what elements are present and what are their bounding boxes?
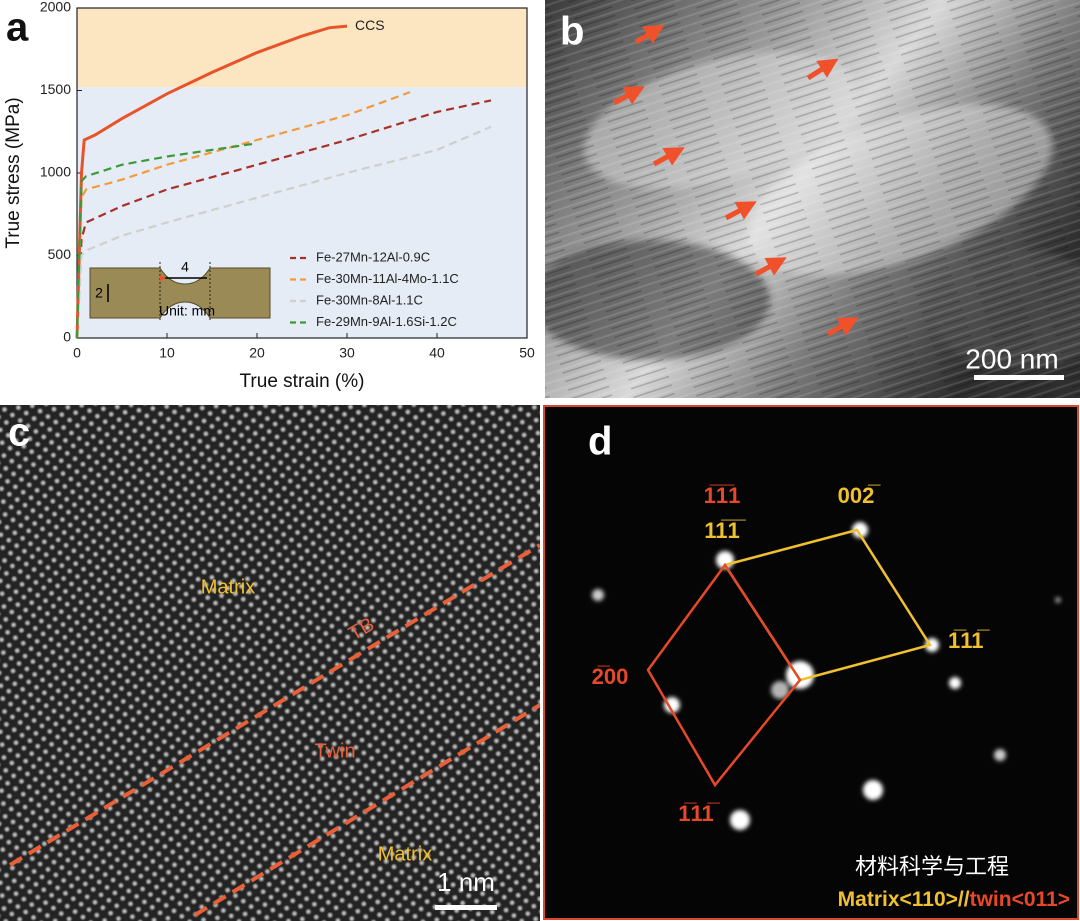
panel-label: a (6, 6, 29, 50)
x-tick-label: 0 (73, 345, 81, 361)
legend-label: Fe-30Mn-8Al-1.1C (316, 292, 423, 307)
scale-bar-label: 200 nm (965, 343, 1058, 374)
matrix-orientation: Matrix<110>// (838, 888, 970, 911)
spot-label: 1̅11̅ (948, 628, 990, 653)
series-end-label: CCS (355, 17, 385, 33)
spot-label: 1̅11̅ (678, 801, 720, 826)
region-label: Twin (314, 740, 355, 762)
watermark: 材料科学与工程 (855, 854, 1009, 879)
scale-bar-label: 1 nm (437, 867, 495, 897)
x-tick-label: 20 (249, 345, 265, 361)
panel-label: b (560, 10, 584, 54)
dim-width: 2 (95, 285, 103, 301)
legend-label: Fe-29Mn-9Al-1.6Si-1.2C (316, 314, 457, 329)
specimen-sketch (89, 267, 271, 319)
series-line (75, 99, 492, 339)
legend-label: Fe-30Mn-11Al-4Mo-1.1C (316, 271, 459, 286)
y-tick-label: 1500 (40, 81, 71, 97)
series-line (75, 125, 492, 339)
x-tick-label: 40 (429, 345, 445, 361)
x-tick-label: 10 (159, 345, 175, 361)
twin-orientation: twin<011> (970, 888, 1070, 911)
panel-label: d (588, 420, 612, 464)
y-tick-label: 1000 (40, 164, 71, 180)
series-line (75, 91, 411, 339)
x-tick-label: 30 (339, 345, 355, 361)
spot-label: 1̅1̅1 (704, 483, 741, 508)
series-line (75, 24, 348, 339)
panel-label: c (8, 411, 30, 455)
spot-label: 2̅00 (592, 664, 629, 689)
region-label: Matrix (201, 576, 255, 598)
x-tick-label: 50 (519, 345, 535, 361)
y-tick-label: 2000 (40, 0, 71, 15)
orientation-label: Matrix<110>//twin<011> (838, 888, 1070, 911)
stress-strain-chart: 4 2 Unit: mm a 0 10 20 30 40 5005001000150020… (3, 0, 535, 392)
unit-label: Unit: mm (159, 303, 215, 319)
region-label: Matrix (378, 843, 432, 865)
y-tick-label: 500 (48, 246, 72, 262)
legend-label: Fe-27Mn-12Al-0.9C (316, 249, 430, 264)
x-axis-label: True strain (%) (240, 371, 365, 392)
hrtem-image-c: Matrix TB Twin Matrix 1 nm c (0, 405, 540, 921)
tem-image-b: 200 nm b (545, 0, 1080, 398)
spot-label: 11̅1̅ (704, 518, 746, 543)
diffraction-image-d: 1̅1̅1 11̅1̅ 002̅ 1̅11̅ 2̅00 1̅11̅ 材料科学与工… (543, 405, 1079, 920)
y-axis-label: True stress (MPa) (3, 97, 24, 248)
series-line (75, 142, 258, 339)
band (77, 8, 527, 88)
dim-length: 4 (181, 259, 189, 275)
spot-label: 002̅ (838, 483, 882, 508)
y-tick-label: 0 (63, 329, 71, 345)
